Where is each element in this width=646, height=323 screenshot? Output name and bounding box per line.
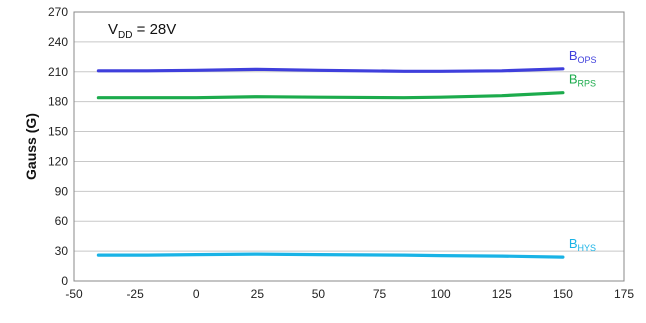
y-tick-label: 90 [55, 184, 69, 198]
series-line-brps [96, 91, 565, 100]
x-tick-label: -50 [65, 287, 83, 301]
y-tick-label: 240 [48, 35, 68, 49]
x-tick-label: 50 [312, 287, 326, 301]
y-tick-label: 270 [48, 5, 68, 19]
series-line-bops [96, 67, 565, 73]
y-tick-label: 120 [48, 154, 68, 168]
series-label-bhys: BHYS [569, 236, 596, 253]
y-tick-label: 210 [48, 65, 68, 79]
y-tick-label: 0 [61, 274, 68, 288]
x-tick-label: 25 [251, 287, 265, 301]
x-tick-label: 175 [614, 287, 634, 301]
grid-lines [74, 11, 624, 282]
x-tick-label: 150 [553, 287, 573, 301]
annotation-subscript: DD [118, 30, 132, 41]
annotation-main: V [108, 21, 118, 38]
supply-voltage-annotation: VDD = 28V [108, 21, 176, 41]
y-axis-label: Gauss (G) [23, 113, 39, 180]
y-tick-labels: 0 30 60 90 120 150 180 210 240 270 [48, 5, 68, 288]
y-tick-label: 180 [48, 95, 68, 109]
x-tick-label: 125 [492, 287, 512, 301]
x-tick-label: 75 [373, 287, 387, 301]
x-tick-label: 100 [431, 287, 451, 301]
y-tick-label: 150 [48, 125, 68, 139]
y-tick-label: 30 [55, 244, 69, 258]
x-tick-label: 0 [193, 287, 200, 301]
series-label-brps: BRPS [569, 72, 596, 89]
series-labels: BOPS BRPS BHYS [569, 48, 597, 253]
y-tick-label: 60 [55, 214, 69, 228]
plot-frame [73, 11, 625, 282]
x-tick-label: -25 [126, 287, 144, 301]
series-lines [96, 67, 565, 259]
annotation-rest: = 28V [132, 21, 176, 38]
x-tick-labels: -50 -25 0 25 50 75 100 125 150 175 [65, 287, 634, 301]
series-label-bops: BOPS [569, 48, 597, 65]
series-line-bhys [96, 252, 565, 259]
